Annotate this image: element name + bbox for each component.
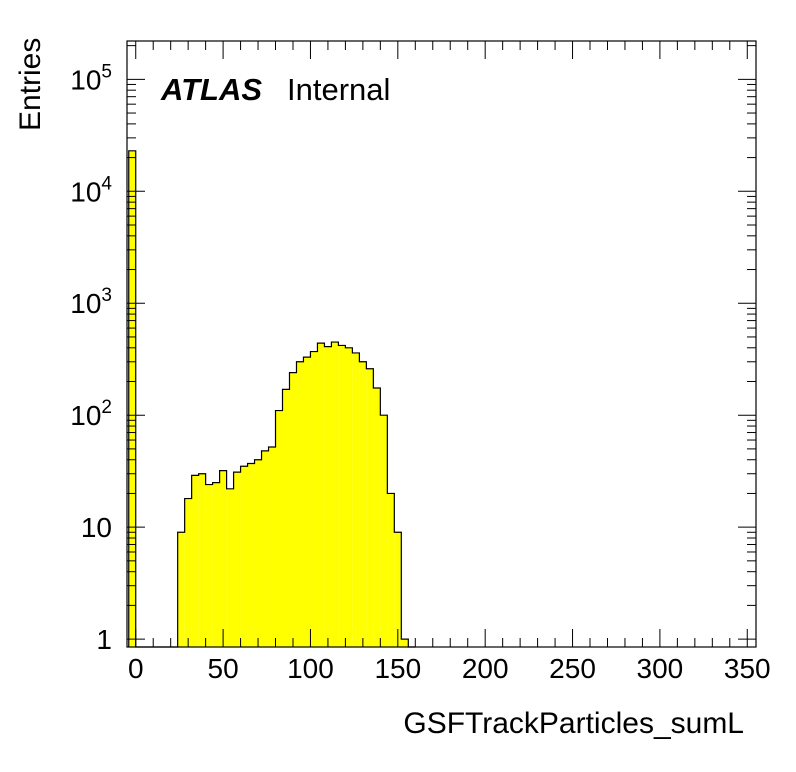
axis-ticks <box>127 41 756 647</box>
histogram-bar <box>338 345 346 647</box>
histogram-bar <box>247 463 255 647</box>
histogram-bar <box>289 372 297 647</box>
x-tick-label: 300 <box>637 653 684 684</box>
histogram-bar <box>268 446 276 647</box>
x-tick-label: 50 <box>208 653 239 684</box>
histogram-bar <box>177 532 185 647</box>
histogram-bar <box>366 368 374 647</box>
y-tick-label: 104 <box>70 173 112 207</box>
histogram-bar <box>184 498 192 647</box>
histogram-bar <box>380 415 388 647</box>
x-tick-label: 350 <box>724 653 771 684</box>
histogram-bar <box>219 470 227 647</box>
histogram-bar <box>387 493 395 647</box>
x-tick-labels: 0 50 100 150 200 250 300 350 <box>128 653 771 684</box>
histogram-bars <box>128 150 409 647</box>
y-tick-labels: 1 10 102 103 104 105 <box>70 61 112 655</box>
histogram-bar <box>345 347 353 647</box>
histogram-bar <box>324 346 332 647</box>
x-tick-label: 250 <box>549 653 596 684</box>
atlas-label: ATLAS <box>160 72 262 107</box>
histogram-bar <box>226 488 234 647</box>
y-tick-label: 1 <box>96 624 112 655</box>
histogram-bar <box>205 484 213 647</box>
histogram-bar <box>317 343 325 647</box>
x-tick-label: 0 <box>128 653 144 684</box>
histogram-bar <box>233 472 241 647</box>
y-tick-label: 105 <box>70 61 112 95</box>
y-tick-label: 102 <box>70 397 112 431</box>
histogram-bar <box>373 387 381 647</box>
histogram-bar <box>254 459 262 647</box>
y-tick-label: 103 <box>70 285 112 319</box>
histogram-bar <box>401 639 409 647</box>
histogram-bar <box>275 410 283 647</box>
histogram-bar <box>191 475 199 647</box>
y-tick-label: 10 <box>81 512 112 543</box>
histogram-bar <box>303 357 311 647</box>
histogram-outline <box>128 150 416 648</box>
x-axis-title: GSFTrackParticles_sumL <box>403 707 744 740</box>
x-tick-label: 150 <box>374 653 421 684</box>
histogram-bar <box>331 342 339 647</box>
histogram-bar <box>198 473 206 647</box>
histogram-bar <box>261 450 269 647</box>
plot-frame <box>126 40 757 648</box>
y-axis-title: Entries <box>14 38 47 131</box>
histogram-bar <box>359 361 367 647</box>
x-tick-label: 200 <box>462 653 509 684</box>
histogram-bar <box>310 351 318 647</box>
atlas-status-label: Internal <box>287 72 390 107</box>
histogram-bar <box>296 361 304 647</box>
histogram-bar <box>282 389 290 647</box>
x-tick-label: 100 <box>287 653 334 684</box>
histogram-bar <box>352 352 360 647</box>
histogram-bar <box>212 482 220 647</box>
histogram-bar <box>394 532 402 647</box>
histogram-bar <box>240 466 248 647</box>
histogram-bar <box>128 150 136 647</box>
